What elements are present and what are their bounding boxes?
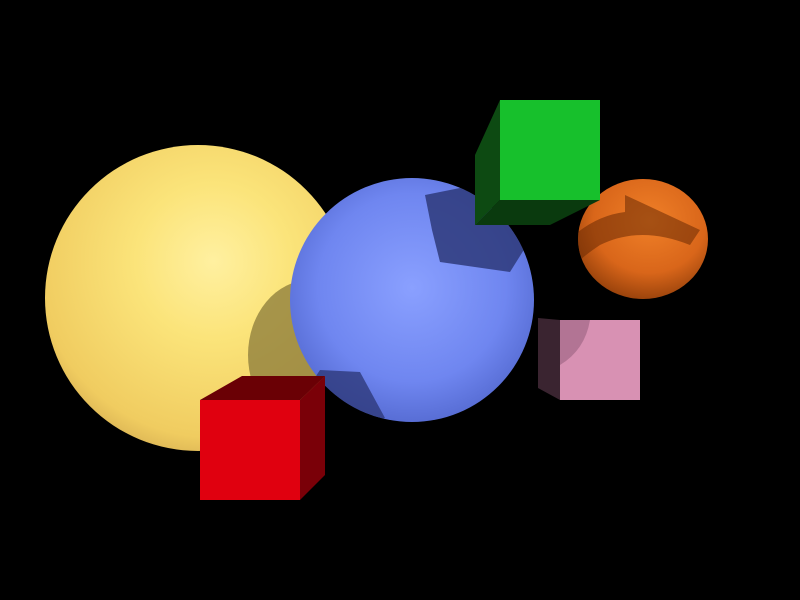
blue-sphere-shadow-top (425, 185, 530, 272)
green-cube-side-face (475, 100, 500, 225)
green-cube (475, 100, 600, 225)
green-cube-bottom-face (475, 200, 600, 225)
pink-cube (538, 318, 640, 400)
orange-sphere-shadow (578, 195, 700, 262)
red-cube-side-face (300, 376, 325, 500)
red-cube-top-face (200, 376, 325, 400)
orange-sphere (578, 179, 708, 299)
red-cube-front-face (200, 400, 300, 500)
green-cube-front-face (500, 100, 600, 200)
pink-cube-shadow (560, 320, 590, 365)
red-cube (200, 376, 325, 500)
pink-cube-side-face (538, 318, 560, 400)
